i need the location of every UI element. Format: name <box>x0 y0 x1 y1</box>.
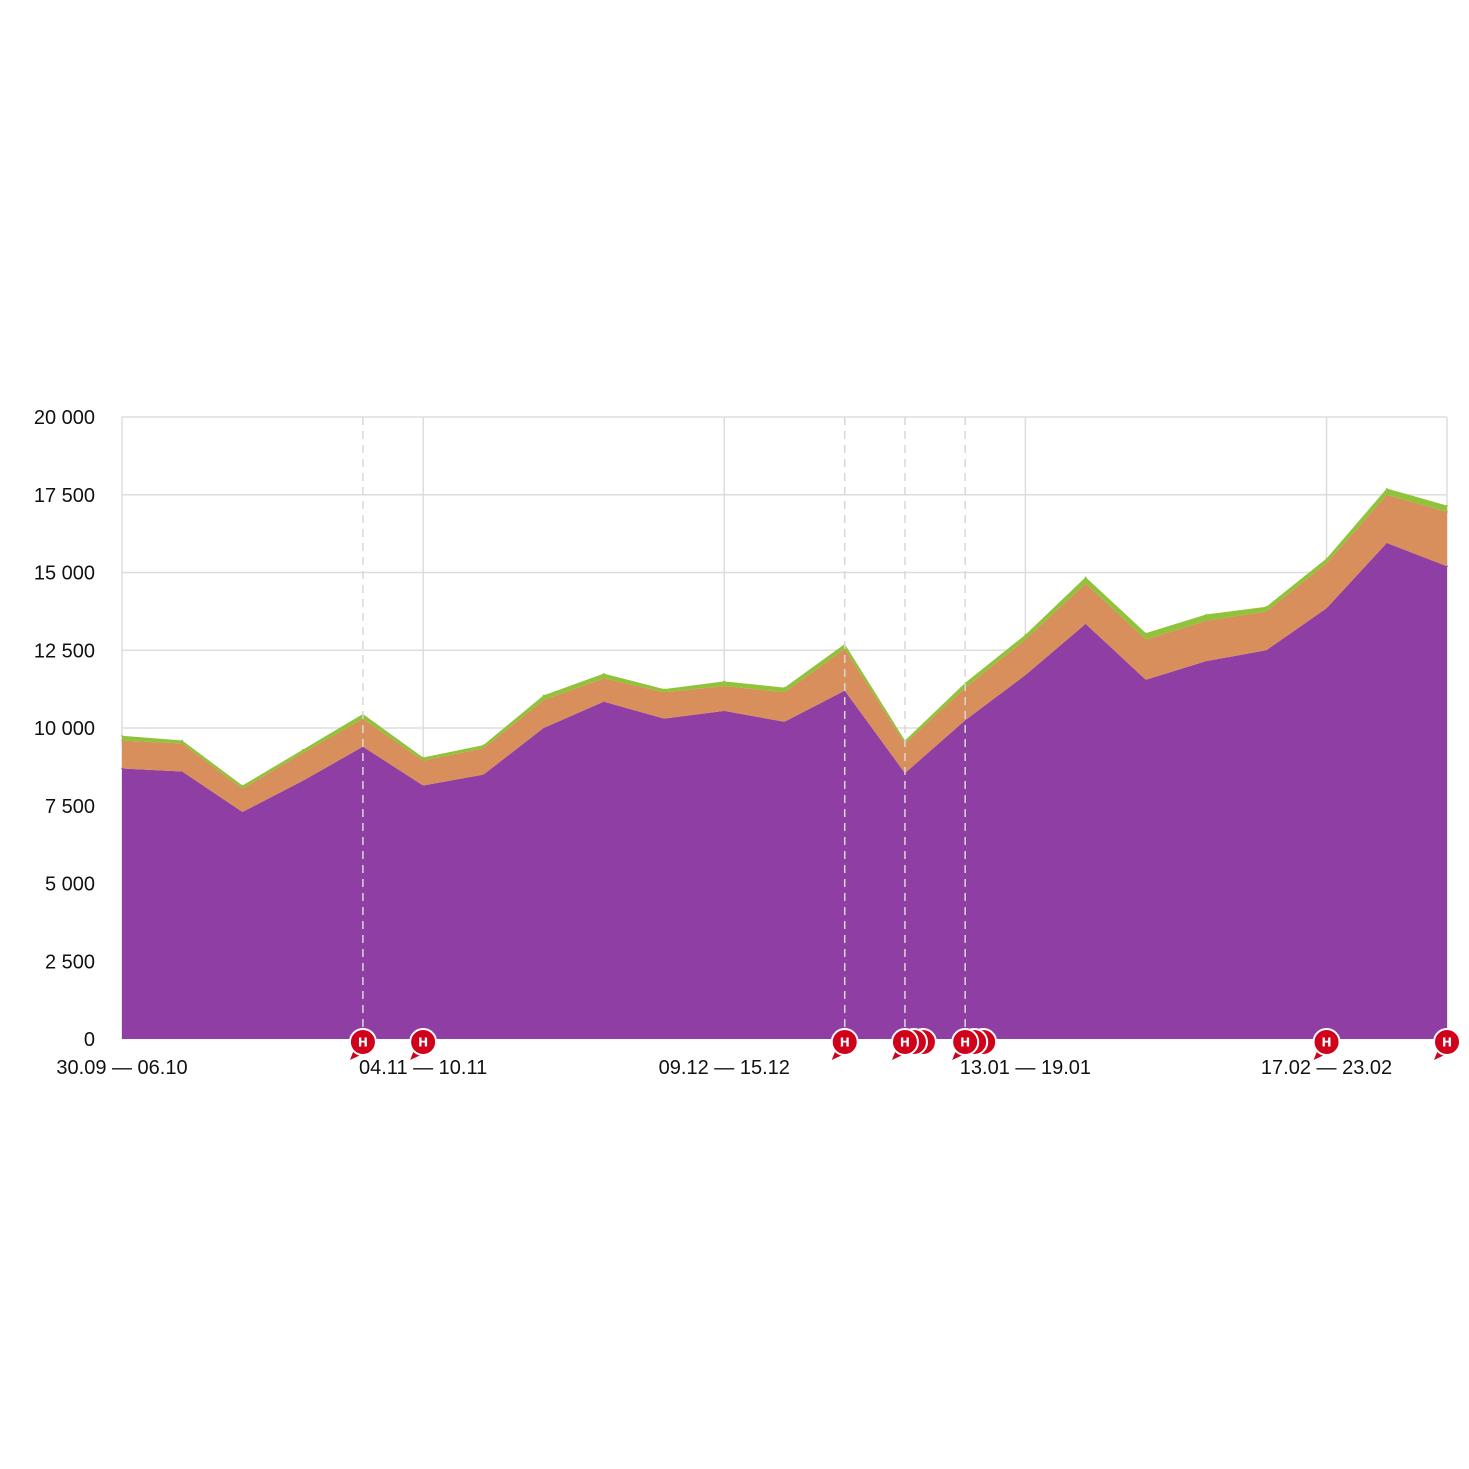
data-point-s3-8 <box>603 672 605 675</box>
news-marker-badge <box>951 1028 980 1056</box>
x-axis-ticks: 30.09 — 06.10 04.11 — 10.11 09.12 — 15.12 1… <box>56 1057 1392 1079</box>
news-marker-badge <box>348 1028 377 1056</box>
data-point-s3-17 <box>1145 632 1147 634</box>
news-marker-icon: Н <box>830 1028 859 1060</box>
series-areas <box>121 487 1448 1039</box>
data-point-s3-19 <box>1265 605 1268 608</box>
series-area-2 <box>122 494 1447 812</box>
news-marker-label: Н <box>1442 1036 1452 1050</box>
news-marker-label: Н <box>358 1036 368 1050</box>
news-marker-icon: Н <box>1433 1028 1461 1060</box>
data-point-s3-1 <box>181 739 184 742</box>
y-tick-label: 17 500 <box>34 485 95 507</box>
data-point-s3-7 <box>542 694 545 697</box>
x-tick-label: 30.09 — 06.10 <box>56 1057 187 1079</box>
data-point-s3-0 <box>121 734 123 737</box>
data-point-s3-10 <box>723 680 726 683</box>
data-point-s3-9 <box>663 688 665 690</box>
news-marker-badge <box>830 1028 859 1056</box>
news-marker-badge <box>890 1028 919 1056</box>
y-tick-label: 7 500 <box>45 796 95 818</box>
data-point-s3-21 <box>1385 487 1388 490</box>
data-point-s3-16 <box>1084 576 1087 578</box>
news-marker-label: Н <box>418 1036 428 1050</box>
event-lines <box>362 417 966 1039</box>
data-point-s3-6 <box>482 744 485 746</box>
x-tick-label: 17.02 — 23.02 <box>1261 1057 1392 1079</box>
x-tick-label: 09.12 — 15.12 <box>659 1057 790 1079</box>
data-point-s3-2 <box>241 784 244 787</box>
news-marker-icon: Н <box>348 1028 377 1060</box>
y-tick-label: 2 500 <box>45 951 95 973</box>
y-tick-label: 12 500 <box>34 640 95 662</box>
y-tick-label: 20 000 <box>34 407 95 429</box>
y-tick-label: 5 000 <box>45 874 95 896</box>
news-marker-badge <box>1433 1028 1461 1056</box>
news-marker-label: Н <box>1322 1036 1332 1050</box>
series-area-1 <box>122 542 1447 1039</box>
news-marker-icon: Н <box>1312 1028 1341 1060</box>
data-point-s3-15 <box>1024 633 1027 636</box>
data-point-s3-20 <box>1325 557 1328 560</box>
x-tick-label: 13.01 — 19.01 <box>960 1057 1091 1079</box>
y-tick-label: 15 000 <box>34 563 95 585</box>
news-marker-badge <box>1312 1028 1341 1056</box>
y-axis-ticks: 0 2 500 5 000 7 500 10 000 12 500 15 000 17 500… <box>34 407 95 1051</box>
y-tick-label: 10 000 <box>34 718 95 740</box>
news-marker-label: Н <box>960 1036 970 1050</box>
news-marker-icon: Н <box>409 1028 438 1060</box>
x-tick-label: 04.11 — 10.11 <box>359 1057 487 1079</box>
news-marker-icon: Н <box>890 1028 937 1060</box>
data-point-s3-3 <box>301 748 304 751</box>
news-marker-label: Н <box>900 1036 910 1050</box>
news-marker-icon: Н <box>951 1028 998 1060</box>
data-point-s3-11 <box>783 686 786 689</box>
data-point-s3-18 <box>1205 613 1207 616</box>
news-marker-label: Н <box>840 1036 850 1050</box>
news-marker-badge <box>409 1028 438 1056</box>
y-tick-label: 0 <box>84 1029 95 1051</box>
data-point-s3-5 <box>422 756 424 759</box>
data-point-s3-22 <box>1446 504 1448 507</box>
